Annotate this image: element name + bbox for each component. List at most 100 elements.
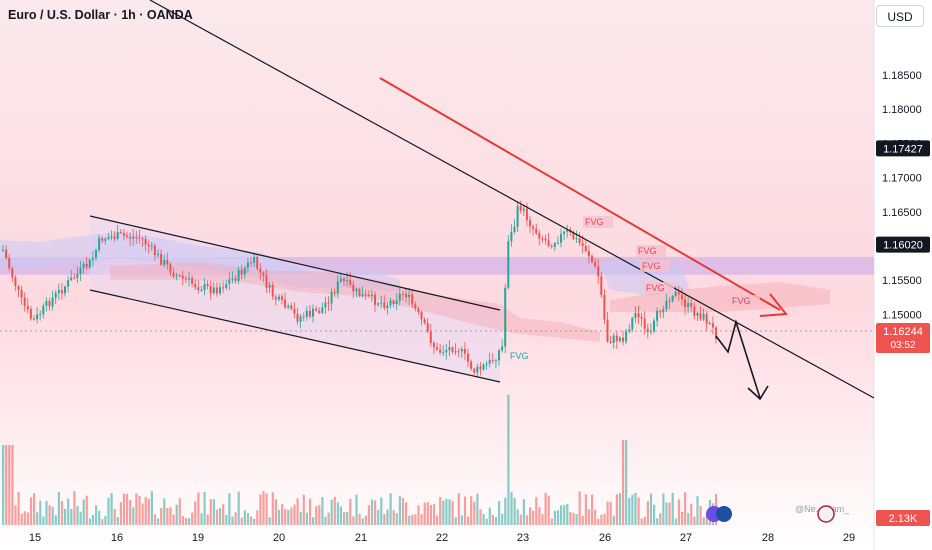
candle-body (11, 268, 14, 278)
candle-220 (684, 293, 686, 315)
candle-101 (315, 305, 318, 312)
candle-body (711, 323, 714, 328)
volume-bar-106 (330, 499, 333, 525)
candle-body (665, 300, 668, 310)
x-tick-label-6: 23 (517, 532, 529, 544)
volume-bar-130 (405, 502, 408, 525)
candle-body (23, 297, 26, 306)
fvg-box-0 (583, 216, 613, 228)
candle-2 (8, 254, 11, 272)
candle-162 (504, 283, 507, 354)
red-trend-arrowhead (759, 293, 788, 317)
candle-80 (250, 256, 252, 268)
candle-128 (398, 287, 401, 306)
volume-bar-177 (550, 518, 553, 525)
candle-body (327, 302, 330, 304)
volume-bar-210 (653, 504, 656, 525)
volume-bar-83 (259, 494, 262, 525)
volume-bar-197 (612, 515, 615, 525)
volume-bar-90 (281, 504, 284, 525)
volume-bar-114 (355, 494, 358, 525)
volume-bar-212 (659, 513, 662, 525)
candle-body (349, 279, 352, 285)
candle-21 (67, 276, 70, 293)
candle-36 (113, 230, 116, 242)
candle-body (343, 278, 345, 282)
volume-bar-73 (228, 493, 231, 525)
candle-body (259, 268, 262, 273)
candle-body (488, 360, 491, 364)
candle-192 (597, 258, 600, 285)
candle-body (612, 335, 615, 343)
volume-bar-20 (64, 508, 67, 525)
volume-bar-204 (634, 492, 637, 525)
candle-body (470, 361, 473, 369)
candle-body (473, 368, 476, 373)
volume-bar-57 (178, 498, 181, 525)
volume-bar-176 (547, 495, 550, 525)
volume-bar-138 (429, 504, 432, 525)
volume-bar-189 (587, 509, 591, 525)
candle-body (333, 292, 336, 294)
volume-bar-132 (411, 514, 414, 525)
candle-body (451, 347, 454, 353)
candle-10 (33, 315, 35, 321)
volume-bar-202 (628, 497, 631, 525)
candle-body (91, 257, 94, 260)
candle-23 (73, 273, 76, 280)
volume-bar-27 (85, 495, 88, 525)
candle-body (250, 262, 252, 264)
candle-body (191, 278, 194, 284)
volume-bar-149 (463, 496, 467, 525)
candle-13 (42, 303, 45, 319)
candle-body (656, 310, 659, 321)
volume-bar-41 (129, 500, 132, 525)
candle-body (228, 279, 231, 284)
candle-body (308, 310, 311, 317)
candle-body (501, 346, 504, 351)
candle-61 (191, 275, 194, 288)
volume-bar-38 (119, 502, 122, 525)
candle-112 (349, 272, 352, 288)
volume-bar-224 (696, 496, 699, 525)
fvg-label-0: FVG (585, 217, 604, 227)
candle-171 (532, 224, 535, 236)
candle-94 (293, 302, 296, 318)
candle-body (321, 307, 324, 313)
volume-bar-140 (436, 515, 439, 525)
volume-bar-52 (163, 498, 166, 525)
candle-16 (51, 290, 54, 311)
volume-bar-108 (336, 502, 339, 525)
candle-214 (665, 293, 668, 313)
candle-body (79, 267, 82, 274)
candle-body (563, 231, 566, 234)
volume-bar-28 (88, 518, 91, 525)
volume-bar-36 (113, 508, 116, 525)
candle-body (581, 243, 584, 246)
candle-126 (392, 299, 395, 308)
candle-43 (135, 230, 138, 245)
candle-181 (563, 230, 566, 241)
candle-196 (609, 336, 612, 345)
candle-body (8, 258, 11, 269)
volume-bar-68 (212, 499, 215, 525)
candle-body (85, 263, 88, 268)
candle-77 (240, 264, 243, 280)
volume-bar-186 (578, 491, 581, 525)
candle-body (355, 288, 358, 292)
candle-146 (454, 343, 457, 355)
volume-bar-191 (594, 509, 597, 525)
channel-top-line (89, 215, 501, 311)
candle-body (535, 228, 538, 234)
candle-body (14, 277, 17, 287)
candle-19 (60, 282, 63, 300)
candle-158 (491, 352, 494, 364)
candle-body (677, 292, 680, 295)
candle-182 (566, 224, 569, 238)
currency-button[interactable]: USD (876, 5, 924, 27)
candle-157 (488, 352, 491, 368)
candle-body (659, 310, 662, 313)
volume-bar-203 (631, 494, 634, 525)
